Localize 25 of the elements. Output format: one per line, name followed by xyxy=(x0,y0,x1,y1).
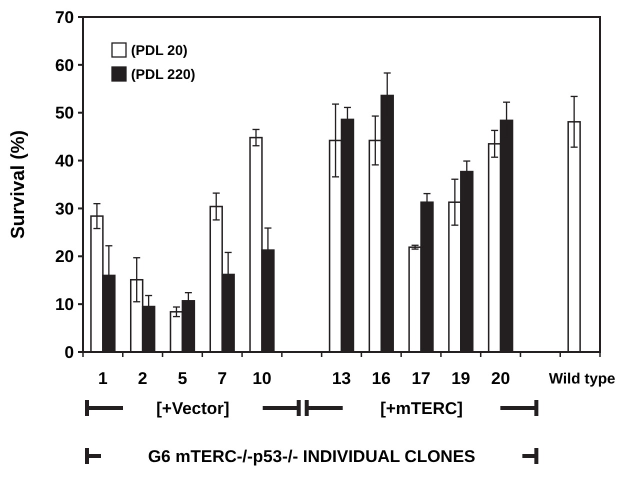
legend-label: (PDL 20) xyxy=(131,42,188,58)
x-tick-label: 19 xyxy=(451,368,470,388)
y-tick-label: 50 xyxy=(55,104,74,123)
text: G6 mTERC-/-p53-/- INDIVIDUAL CLONES xyxy=(148,446,476,466)
x-tick-label: 17 xyxy=(412,368,430,388)
x-tick-label: 1 xyxy=(98,368,108,388)
x-tick-label: 13 xyxy=(332,368,351,388)
y-axis-title: Survival (%) xyxy=(8,130,29,239)
x-tick-label: Wild type xyxy=(548,370,616,388)
y-tick-label: 60 xyxy=(55,56,74,75)
x-tick-label: 2 xyxy=(138,368,148,388)
y-tick-label: 20 xyxy=(55,247,74,266)
text: [+Vector] xyxy=(156,398,230,418)
legend-label: (PDL 220) xyxy=(131,66,196,82)
x-tick-label: 7 xyxy=(217,368,227,388)
text: [+mTERC] xyxy=(380,398,463,418)
x-tick-label: 10 xyxy=(252,368,272,388)
y-tick-label: 70 xyxy=(55,8,74,27)
x-tick-label: 16 xyxy=(372,368,391,388)
y-tick-label: 0 xyxy=(64,342,74,362)
y-tick-label: 30 xyxy=(55,199,74,218)
y-tick-label: 10 xyxy=(55,295,74,314)
x-tick-label: 5 xyxy=(178,368,188,388)
x-tick-label: 20 xyxy=(491,368,510,388)
y-tick-label: 40 xyxy=(55,152,74,171)
